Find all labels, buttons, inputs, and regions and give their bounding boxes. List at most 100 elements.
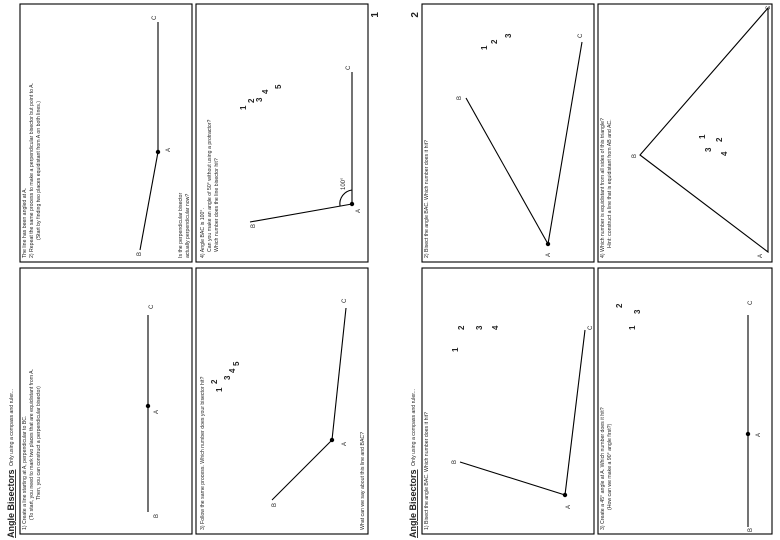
number-1: 1 (628, 325, 637, 330)
label-c: C (578, 33, 584, 38)
number-3: 3 (633, 309, 642, 314)
line-ac (547, 41, 583, 245)
panel-border (421, 3, 595, 263)
sheet-2: 2 Angle Bisectors Only using a compass a… (408, 3, 773, 538)
triangle-abc (639, 6, 769, 254)
label-c: C (588, 325, 594, 330)
sheet-1-subtitle: Only using a compass and ruler... (9, 389, 15, 466)
label-a: A (356, 209, 362, 213)
number-2: 2 (490, 39, 499, 44)
number-1: 1 (480, 45, 489, 50)
panel-footer: What can we say about this line and BAC? (360, 432, 366, 530)
number-1: 1 (451, 347, 460, 352)
line-ba (271, 439, 333, 501)
label-a: A (154, 410, 160, 414)
sheet-2-panel-4: 4) Which number is equidistant from all … (597, 3, 773, 263)
panel-footer: Is the perpendicular bisector (178, 193, 184, 258)
sheet-2-subtitle: Only using a compass and ruler... (411, 389, 417, 466)
line-ba (139, 151, 159, 251)
panel-border (19, 3, 193, 263)
line-ac (331, 307, 347, 441)
panel-instruction: 4) Which number is equidistant from all … (600, 118, 606, 258)
sheet-1-panel-1: 1) Create a line starting at A, perpendi… (19, 267, 193, 535)
number-3: 3 (704, 147, 713, 152)
panel-border (19, 267, 193, 535)
label-b: B (272, 503, 278, 507)
sheet-1-panel-2: The line has been angled at A. 2) Repeat… (19, 3, 193, 263)
number-4: 4 (491, 325, 500, 330)
panel-instruction: Then, you can construct a perpendicular … (36, 386, 42, 500)
number-3: 3 (223, 375, 232, 380)
number-3: 3 (255, 97, 264, 102)
panel-border (195, 3, 369, 263)
sheet-1-page-number: 1 (370, 12, 381, 18)
point-a (562, 492, 568, 498)
number-5: 5 (232, 361, 241, 366)
point-a (349, 201, 355, 207)
label-b: B (137, 252, 143, 256)
label-a: A (756, 433, 762, 437)
label-c: C (748, 300, 754, 305)
sheet-1-title: Angle Bisectors (6, 469, 16, 538)
sheet-1-panel-4: 4) Angle BAC is 100°. Can you make an an… (178, 3, 369, 263)
panel-instruction: 1) Create a line starting at A, perpendi… (22, 416, 28, 530)
number-2: 2 (615, 303, 624, 308)
point-a (155, 149, 161, 155)
label-c: C (152, 15, 158, 20)
label-b: B (154, 514, 160, 518)
panel-instruction: Which number does the line bisector hit? (214, 158, 220, 252)
label-a: A (546, 253, 552, 257)
number-1: 1 (215, 387, 224, 392)
point-a (329, 437, 335, 443)
panel-instruction: 1) Bisect the angle BAC. Which number do… (424, 412, 430, 530)
sheet-2-panel-1: 1) Bisect the angle BAC. Which number do… (421, 267, 595, 535)
sheet-2-panel-2: 2) Bisect the angle BAC. Which number do… (421, 3, 595, 263)
number-1: 1 (239, 105, 248, 110)
number-4: 4 (228, 368, 237, 373)
panel-instruction: 2) Repeat the same process to make a per… (29, 83, 35, 258)
panel-instruction: 2) Bisect the angle BAC. Which number do… (424, 140, 430, 258)
label-a: A (166, 148, 172, 152)
number-2: 2 (247, 98, 256, 103)
label-b: B (457, 96, 463, 100)
panel-border (421, 267, 595, 535)
number-5: 5 (274, 84, 283, 89)
number-2: 2 (457, 325, 466, 330)
panel-instruction: (Start by finding two places equidistant… (36, 101, 42, 240)
line-ac (564, 329, 586, 496)
label-c: C (346, 65, 352, 70)
label-b: B (251, 224, 257, 228)
line-ba (465, 97, 549, 245)
panel-instruction: Can you make an angle of 50° without usi… (207, 119, 213, 252)
line-ba (249, 203, 353, 223)
panel-instruction: 4) Angle BAC is 100°. (200, 208, 206, 258)
sheet-1: 1 Angle Bisectors Only using a compass a… (6, 3, 381, 538)
label-c: C (149, 304, 155, 309)
panel-border (597, 267, 773, 535)
sheet-1-panel-3: 3) Follow the same process. Which number… (195, 267, 369, 535)
point-a (545, 241, 551, 247)
number-1: 1 (698, 134, 707, 139)
panel-border (195, 267, 369, 535)
panel-instruction: Hint: construct a line that is equidista… (607, 119, 613, 248)
panel-instruction: (To start, you need to mark two places t… (29, 369, 35, 520)
number-2: 2 (210, 379, 219, 384)
label-b: B (452, 460, 458, 464)
label-c: C (766, 5, 772, 10)
label-b: B (632, 154, 638, 158)
point-a (745, 431, 751, 437)
label-c: C (342, 298, 348, 303)
label-a: A (342, 442, 348, 446)
sheet-2-title: Angle Bisectors (408, 469, 418, 538)
number-3: 3 (475, 325, 484, 330)
label-a: A (566, 505, 572, 509)
number-4: 4 (720, 151, 729, 156)
panel-instruction: 3) Create a 45° angle at A. Which number… (600, 407, 606, 530)
panel-instruction: The line has been angled at A. (22, 188, 28, 258)
sheet-2-panel-3: 3) Create a 45° angle at A. Which number… (597, 267, 773, 535)
line-ba (459, 461, 566, 496)
number-4: 4 (261, 89, 270, 94)
panel-instruction: 3) Follow the same process. Which number… (200, 376, 206, 530)
sheet-2-page-number: 2 (410, 12, 421, 18)
